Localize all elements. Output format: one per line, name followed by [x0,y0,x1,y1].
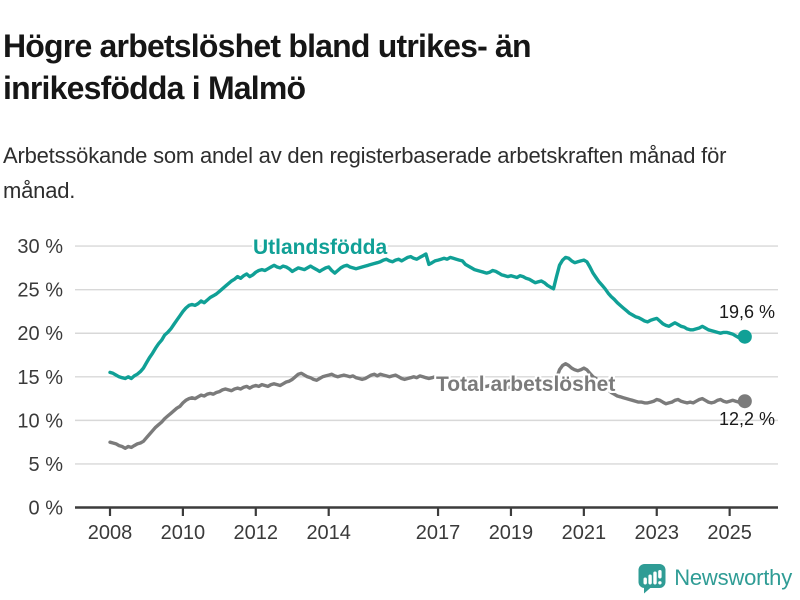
y-axis-label: 20 % [17,323,63,345]
newsworthy-logo: Newsworthy [637,562,792,594]
x-axis-label: 2008 [88,522,133,544]
series-label-utlandsfodda: Utlandsfödda [253,236,388,259]
x-axis-label: 2023 [635,522,680,544]
bar-chart-speech-bubble-icon [638,564,666,594]
y-axis-label: 30 % [17,236,63,258]
series-label-total-arbetsloshet: Total arbetslöshet [436,373,616,396]
series-end-dot [737,394,752,409]
series-line-total-arbetsl-shet [108,362,747,450]
x-axis-label: 2021 [562,522,607,544]
x-axis-label: 2010 [161,522,206,544]
series-end-dot [737,329,752,344]
y-axis-label: 15 % [17,367,63,389]
y-axis-label: 10 % [17,410,63,432]
y-axis-label: 25 % [17,280,63,302]
x-axis-label: 2019 [489,522,534,544]
series-line-utlandsf-dda [108,252,747,381]
x-axis-label: 2012 [234,522,279,544]
x-axis-label: 2014 [306,522,351,544]
end-value-label-total: 12,2 % [719,409,776,429]
x-axis-label: 2025 [707,522,752,544]
y-axis-label: 5 % [29,454,64,476]
chart-title: Högre arbetslöshet bland utrikes- än inr… [3,28,532,107]
chart-subtitle: Arbetssökande som andel av den registerb… [3,143,727,203]
x-axis-label: 2017 [416,522,461,544]
newsworthy-logo-text: Newsworthy [674,565,792,590]
y-axis-label: 0 % [29,498,64,520]
end-value-label-utlandsfodda: 19,6 % [719,302,776,322]
